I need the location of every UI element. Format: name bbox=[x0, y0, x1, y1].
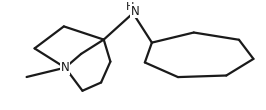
Text: N: N bbox=[131, 5, 139, 17]
Text: N: N bbox=[61, 61, 69, 74]
Text: H: H bbox=[126, 2, 134, 12]
